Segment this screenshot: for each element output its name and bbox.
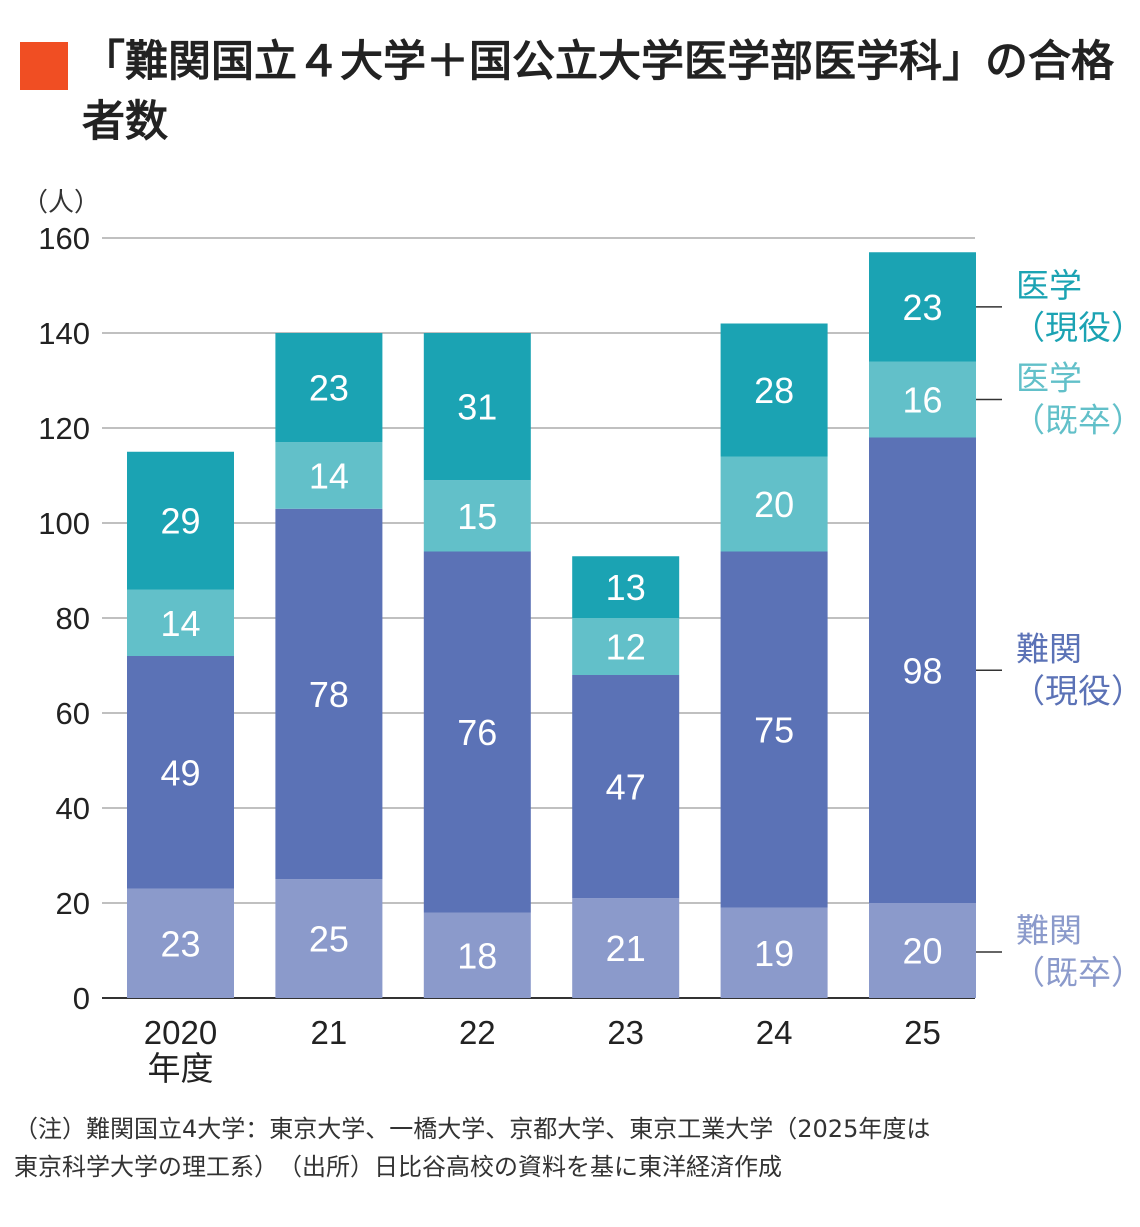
legend-label-sub: （既卒） [1012,401,1140,440]
data-label: 98 [902,650,942,691]
bar-segment [423,333,531,481]
data-label: 14 [160,603,200,644]
data-label: 14 [309,456,349,497]
bar-segment [720,907,828,998]
bar-segment [275,879,383,998]
legend-label: 医学 [1016,266,1082,305]
x-tick-label: 22 [459,1014,496,1051]
data-label: 15 [457,496,497,537]
legend-label: 難関 [1016,629,1082,668]
data-label: 21 [606,928,646,969]
bar-segment [275,508,383,880]
bar-segment [572,618,680,675]
bar-segment [275,442,383,509]
data-label: 16 [902,380,942,421]
bar-segment [572,556,680,618]
y-tick-label: 160 [38,221,90,256]
footnote: （注）難関国立4大学：東京大学、一橋大学、京都大学、東京工業大学（2025年度は… [14,1110,1129,1186]
data-label: 29 [160,501,200,542]
y-tick-label: 0 [73,981,90,1016]
bar-segment [423,912,531,998]
bar-segment [720,323,828,457]
x-tick-label: 2020 [144,1014,217,1051]
bar-segment [423,480,531,552]
data-label: 47 [606,767,646,808]
legend-label: 医学 [1016,359,1082,398]
bar-segment [869,252,976,362]
bar-segment [127,888,234,998]
y-tick-label: 140 [38,316,90,351]
legend-label-sub: （既卒） [1012,953,1140,992]
data-label: 20 [754,484,794,525]
footnote-line-1: （注）難関国立4大学：東京大学、一橋大学、京都大学、東京工業大学（2025年度は [14,1115,931,1143]
bar-segment [720,551,828,908]
y-axis-unit-label: （人） [22,188,101,218]
x-tick-label: 25 [904,1014,941,1051]
data-label: 23 [160,923,200,964]
bar-segment [127,451,234,590]
x-tick-label: 23 [607,1014,644,1051]
data-label: 23 [902,287,942,328]
title-marker [20,42,68,90]
bar-segment [127,656,234,889]
x-tick-label: 24 [756,1014,793,1051]
data-label: 31 [457,387,497,428]
bar-segment [869,361,976,438]
data-label: 23 [309,368,349,409]
legend-label: 難関 [1016,911,1082,950]
legend-label-sub: （現役） [1012,671,1140,710]
data-label: 19 [754,933,794,974]
data-label: 49 [160,752,200,793]
data-label: 78 [309,674,349,715]
bar-segment [869,437,976,903]
x-tick-label: 21 [311,1014,348,1051]
data-label: 75 [754,710,794,751]
bar-segment [572,898,680,998]
data-label: 12 [606,627,646,668]
y-tick-label: 80 [56,601,90,636]
bar-segment [275,333,383,443]
footnote-line-2: 東京科学大学の理工系） （出所）日比谷高校の資料を基に東洋経済作成 [14,1153,782,1181]
chart-title: 「難関国立４大学＋国公立大学医学部医学科」の合格者数 [82,37,1114,147]
x-axis-year-suffix: 年度 [148,1049,214,1088]
bar-segment [572,675,680,899]
data-label: 13 [606,567,646,608]
bar-segment [869,903,976,998]
y-tick-label: 60 [56,696,90,731]
y-tick-label: 100 [38,506,90,541]
y-tick-label: 120 [38,411,90,446]
data-label: 25 [309,919,349,960]
y-tick-label: 40 [56,791,90,826]
bar-segment [423,551,531,913]
data-label: 18 [457,935,497,976]
stacked-bar-chart: 020406080100120140160234914292020年度25781… [38,221,1140,1088]
y-tick-label: 20 [56,886,90,921]
data-label: 28 [754,370,794,411]
legend-label-sub: （現役） [1012,308,1140,347]
data-label: 76 [457,712,497,753]
bar-segment [127,589,234,656]
data-label: 20 [902,931,942,972]
bar-segment [720,456,828,552]
